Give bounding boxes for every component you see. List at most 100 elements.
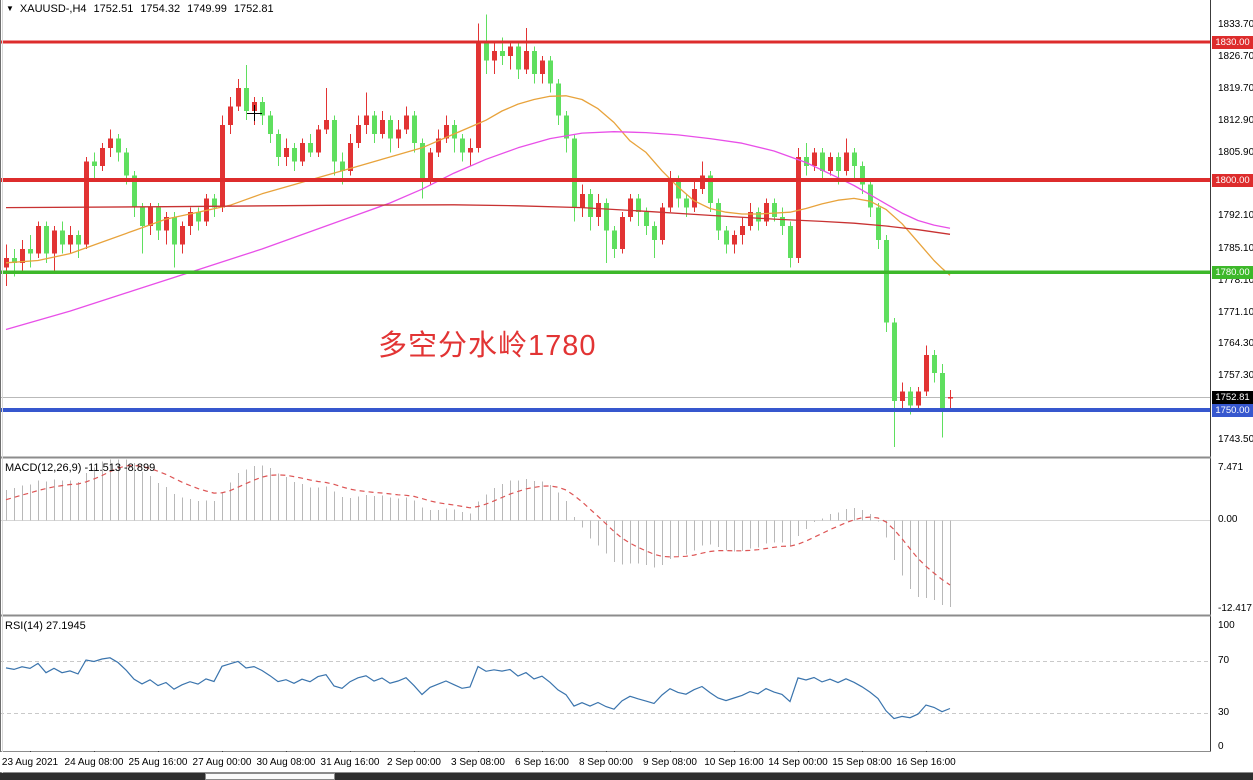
- time-axis-label: 14 Sep 00:00: [768, 757, 828, 768]
- candle-bear: [260, 101, 265, 116]
- ma-fast-orange: [5, 95, 951, 276]
- candle-bear: [676, 180, 681, 199]
- candle-bear: [484, 42, 489, 61]
- candle-bull: [948, 397, 953, 399]
- candle-bear: [276, 134, 281, 157]
- candle-bear: [12, 258, 17, 263]
- candle-bull: [236, 88, 241, 107]
- candle-bull: [228, 106, 233, 125]
- price-badge-1830.00: 1830.00: [1212, 35, 1253, 49]
- candle-bull: [620, 216, 625, 249]
- candle-bear: [940, 373, 945, 410]
- candle-bear: [572, 138, 577, 208]
- candle-bull: [108, 138, 113, 148]
- candle-bear: [292, 147, 297, 162]
- candle-bear: [852, 152, 857, 167]
- candle-bull: [436, 138, 441, 153]
- price-axis-label: 1792.10: [1218, 210, 1253, 222]
- h-line-1830.00[interactable]: [0, 40, 1211, 44]
- candle-bull: [924, 354, 929, 392]
- candle-bear: [156, 207, 161, 231]
- price-axis-panel[interactable]: 1833.701826.701819.701812.901805.901798.…: [1211, 0, 1253, 772]
- candle-bull: [628, 198, 633, 217]
- candle-bull: [692, 189, 697, 208]
- h-line-1750.00[interactable]: [0, 408, 1211, 412]
- candle-bear: [588, 193, 593, 217]
- time-axis-label: 16 Sep 16:00: [896, 757, 956, 768]
- price-badge-1780.00: 1780.00: [1212, 265, 1253, 279]
- symbol-dropdown-icon[interactable]: ▼: [6, 4, 14, 13]
- candle-bear: [28, 249, 33, 254]
- candle-bull: [700, 175, 705, 190]
- candle-bear: [452, 124, 457, 139]
- time-axis-label: 6 Sep 16:00: [515, 757, 569, 768]
- candle-bull: [524, 51, 529, 70]
- chart-text-annotation[interactable]: 多空分水岭1780: [378, 330, 597, 362]
- candle-bear: [244, 88, 249, 111]
- horizontal-scrollbar-track[interactable]: [0, 773, 1253, 780]
- candle-bear: [788, 226, 793, 259]
- ma-medium-magenta: [5, 131, 951, 331]
- candle-bear: [388, 120, 393, 139]
- candle-bear: [140, 207, 145, 226]
- candle-bull: [396, 129, 401, 139]
- candle-bull: [748, 212, 753, 226]
- macd-axis-label: 7.471: [1218, 462, 1244, 473]
- candle-bull: [84, 161, 89, 245]
- price-axis-label: 1778.10: [1218, 274, 1253, 286]
- candle-bear: [756, 212, 761, 222]
- rsi-axis-label: 30: [1218, 707, 1230, 718]
- candle-bear: [780, 216, 785, 226]
- moving-averages: [5, 95, 951, 331]
- candle-bull: [444, 124, 449, 139]
- candle-bear: [932, 354, 937, 374]
- candle-bull: [468, 147, 473, 153]
- candle-bull: [20, 249, 25, 263]
- h-line-1780.00[interactable]: [0, 270, 1211, 274]
- candle-bear: [556, 83, 561, 116]
- symbol-period-label: XAUUSD-,H4: [19, 3, 87, 15]
- candle-bull: [844, 152, 849, 171]
- candle-bear: [644, 212, 649, 226]
- rsi-axis-label: 70: [1218, 655, 1230, 666]
- time-axis-label: 9 Sep 08:00: [643, 757, 697, 768]
- price-badge-1750.00: 1750.00: [1212, 403, 1253, 417]
- candle-bull: [300, 143, 305, 162]
- ohlc-low: 1749.99: [187, 3, 227, 15]
- price-badge-1800.00: 1800.00: [1212, 173, 1253, 187]
- candle-bull: [100, 147, 105, 167]
- candle-bull: [476, 42, 481, 148]
- price-axis-label: 1771.10: [1218, 306, 1253, 318]
- candle-bull: [812, 152, 817, 167]
- time-axis-label: 23 Aug 2021: [1, 757, 59, 768]
- candle-bull: [428, 152, 433, 180]
- candle-bear: [124, 152, 129, 176]
- horizontal-scrollbar-thumb[interactable]: [205, 773, 335, 780]
- macd-histogram: [6, 459, 951, 607]
- price-axis-label: 1757.30: [1218, 370, 1253, 382]
- time-axis-label: 24 Aug 08:00: [64, 757, 124, 768]
- candle-bull: [348, 143, 353, 171]
- candle-bull: [148, 207, 153, 226]
- candle-bull: [404, 115, 409, 130]
- time-axis-panel[interactable]: 23 Aug 2021 24 Aug 08:00 25 Aug 16:00 27 Au…: [0, 752, 1211, 772]
- candle-bear: [868, 184, 873, 208]
- candle-bull: [668, 180, 673, 208]
- candle-bear: [684, 198, 689, 208]
- candle-bull: [380, 120, 385, 134]
- candle-bear: [76, 235, 81, 245]
- h-line-1800.00[interactable]: [0, 178, 1211, 182]
- price-axis-label: 1743.50: [1218, 433, 1253, 445]
- candle-bull: [492, 51, 497, 61]
- candle-bear: [500, 51, 505, 56]
- time-axis-label: 2 Sep 00:00: [387, 757, 441, 768]
- candle-bear: [860, 166, 865, 185]
- price-axis-label: 1819.70: [1218, 83, 1253, 95]
- candle-bear: [604, 203, 609, 231]
- candle-bear: [412, 115, 417, 144]
- candle-bear: [116, 138, 121, 153]
- candle-bull: [580, 193, 585, 208]
